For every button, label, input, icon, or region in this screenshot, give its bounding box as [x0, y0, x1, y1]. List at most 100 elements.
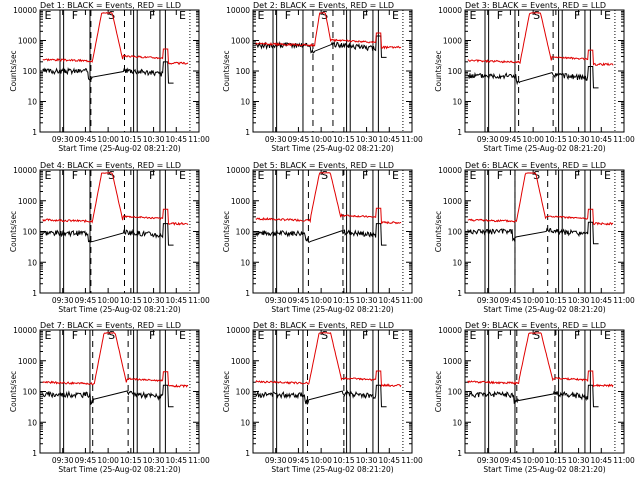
y-tick-label: 10000: [226, 6, 250, 15]
flag-label: E: [179, 9, 186, 22]
x-tick-label: 11:00: [613, 456, 635, 465]
y-tick-label: 1000: [231, 197, 250, 206]
x-tick-label: 09:30: [477, 135, 499, 144]
y-axis-label: Counts/sec: [222, 211, 231, 252]
flag-label: F: [72, 9, 78, 22]
y-tick-label: 1000: [443, 197, 462, 206]
x-tick-label: 10:00: [97, 296, 119, 305]
y-tick-label: 100: [23, 228, 38, 237]
y-tick-label: 1: [457, 289, 462, 298]
x-tick-label: 09:30: [265, 456, 287, 465]
flag-label: F: [149, 169, 155, 182]
y-axis-label: Counts/sec: [222, 371, 231, 412]
y-tick-label: 1000: [443, 357, 462, 366]
x-tick-label: 10:45: [590, 296, 612, 305]
y-tick-label: 10: [27, 98, 37, 107]
flag-label: S: [321, 329, 328, 342]
x-tick-label: 09:45: [288, 456, 310, 465]
flag-label: F: [149, 329, 155, 342]
x-tick-label: 10:30: [143, 135, 165, 144]
x-tick-label: 09:30: [52, 135, 74, 144]
x-axis-label: Start Time (25-Aug-02 08:21:20): [58, 465, 180, 474]
lld-series-line: [42, 172, 189, 226]
flag-label: F: [497, 169, 503, 182]
x-tick-label: 10:45: [378, 296, 400, 305]
x-axis-label: Start Time (25-Aug-02 08:21:20): [271, 465, 393, 474]
x-axis-label: Start Time (25-Aug-02 08:21:20): [58, 144, 180, 153]
flag-label: S: [533, 9, 540, 22]
y-tick-label: 10000: [438, 6, 462, 15]
lld-series-line: [467, 12, 614, 67]
x-tick-label: 10:45: [165, 135, 187, 144]
y-tick-label: 10000: [226, 166, 250, 175]
x-tick-label: 09:30: [265, 135, 287, 144]
y-tick-label: 10000: [438, 166, 462, 175]
x-tick-label: 10:15: [120, 296, 142, 305]
x-tick-label: 09:45: [75, 135, 97, 144]
x-tick-label: 10:45: [590, 456, 612, 465]
flag-label: E: [45, 169, 52, 182]
events-series-line: [467, 384, 599, 408]
x-tick-label: 10:30: [356, 456, 378, 465]
lld-series-line: [42, 332, 189, 389]
y-tick-label: 10000: [13, 166, 37, 175]
x-tick-label: 10:15: [545, 296, 567, 305]
y-tick-label: 100: [236, 388, 251, 397]
flag-label: E: [470, 169, 477, 182]
flag-label: E: [392, 329, 399, 342]
x-tick-label: 10:00: [97, 135, 119, 144]
y-tick-label: 10: [27, 258, 37, 267]
x-tick-label: 10:15: [333, 296, 355, 305]
lld-series-line: [467, 332, 614, 388]
x-tick-label: 09:45: [75, 456, 97, 465]
lld-series-line: [467, 172, 614, 226]
y-axis-label: Counts/sec: [222, 50, 231, 91]
flag-label: F: [149, 9, 155, 22]
panel-title: Det 8: BLACK = Events, RED = LLD: [253, 321, 394, 330]
y-axis-label: Counts/sec: [9, 371, 18, 412]
y-tick-label: 100: [448, 67, 463, 76]
flag-label: F: [574, 169, 580, 182]
x-axis-label: Start Time (25-Aug-02 08:21:20): [483, 465, 605, 474]
x-axis-label: Start Time (25-Aug-02 08:21:20): [271, 144, 393, 153]
y-tick-label: 10: [240, 258, 250, 267]
y-tick-label: 10000: [13, 326, 37, 335]
flag-label: E: [45, 329, 52, 342]
x-axis-label: Start Time (25-Aug-02 08:21:20): [271, 305, 393, 314]
x-tick-label: 11:00: [401, 296, 423, 305]
x-tick-label: 10:30: [568, 456, 590, 465]
x-tick-label: 09:30: [52, 296, 74, 305]
y-tick-label: 100: [236, 67, 251, 76]
y-tick-label: 100: [448, 388, 463, 397]
x-tick-label: 09:30: [477, 296, 499, 305]
events-series-line: [42, 384, 174, 408]
panel-det-8: Det 8: BLACK = Events, RED = LLD 1 10 100 10…: [222, 321, 423, 474]
panel-det-6: Det 6: BLACK = Events, RED = LLD 1 10 100 10…: [434, 161, 635, 314]
events-series-line: [467, 66, 599, 89]
flag-label: E: [45, 9, 52, 22]
y-tick-label: 1000: [231, 37, 250, 46]
panel-title: Det 6: BLACK = Events, RED = LLD: [465, 161, 606, 170]
flag-label: F: [285, 169, 291, 182]
flag-label: E: [258, 169, 265, 182]
panel-det-5: Det 5: BLACK = Events, RED = LLD 1 10 100 10…: [222, 161, 423, 314]
x-tick-label: 10:00: [522, 135, 544, 144]
x-tick-label: 10:00: [522, 456, 544, 465]
x-tick-label: 10:00: [97, 456, 119, 465]
panel-det-9: Det 9: BLACK = Events, RED = LLD 1 10 100 10…: [434, 321, 635, 474]
x-tick-label: 11:00: [188, 296, 210, 305]
x-tick-label: 10:45: [165, 456, 187, 465]
flag-label: F: [362, 9, 368, 22]
y-tick-label: 1: [457, 449, 462, 458]
x-tick-label: 10:30: [356, 135, 378, 144]
flag-label: F: [72, 329, 78, 342]
y-tick-label: 1: [32, 128, 37, 137]
x-tick-label: 10:15: [333, 135, 355, 144]
events-series-line: [255, 384, 387, 408]
panel-title: Det 9: BLACK = Events, RED = LLD: [465, 321, 606, 330]
x-tick-label: 09:45: [75, 296, 97, 305]
x-tick-label: 10:30: [143, 296, 165, 305]
flag-label: E: [392, 9, 399, 22]
panel-title: Det 4: BLACK = Events, RED = LLD: [40, 161, 181, 170]
